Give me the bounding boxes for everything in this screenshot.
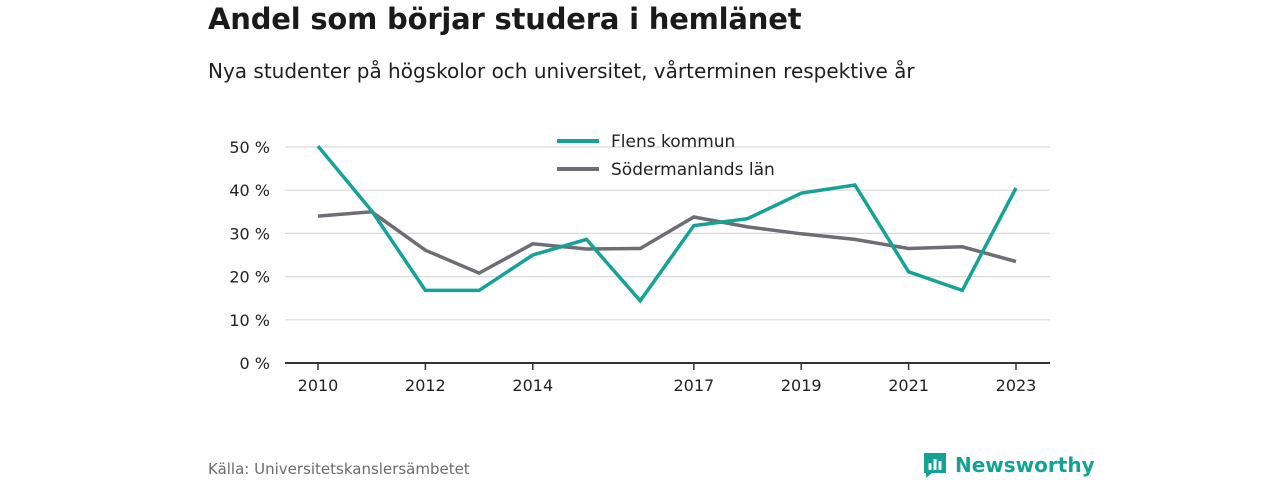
legend-label: Flens kommun <box>611 132 735 152</box>
legend-label: Södermanlands län <box>611 160 775 180</box>
x-tick-label: 2023 <box>996 376 1037 395</box>
line-chart: 0 % 10 % 20 % 30 % 40 % 50 % 2010 2012 2014 2017… <box>229 132 1050 395</box>
x-tick-label: 2012 <box>405 376 446 395</box>
newsworthy-logo-icon <box>924 453 946 478</box>
y-tick-label: 30 % <box>229 224 270 243</box>
y-tick-label: 0 % <box>240 354 270 373</box>
x-tick-label: 2010 <box>298 376 339 395</box>
brand-logo[interactable]: Newsworthy <box>922 451 1095 479</box>
chart-subtitle: Nya studenter på högskolor och universit… <box>208 59 915 83</box>
y-tick-label: 10 % <box>229 311 270 330</box>
legend: Flens kommun Södermanlands län <box>557 132 775 180</box>
source-note: Källa: Universitetskanslersämbetet <box>208 460 470 478</box>
x-tick-label: 2019 <box>781 376 822 395</box>
series-lines <box>316 144 1018 304</box>
y-tick-label: 50 % <box>229 138 270 157</box>
x-axis-ticks: 2010 2012 2014 2017 2019 2021 2023 <box>298 363 1037 395</box>
x-tick-label: 2017 <box>673 376 714 395</box>
series-line-0 <box>316 144 1018 304</box>
brand-name: Newsworthy <box>955 453 1095 477</box>
y-tick-label: 40 % <box>229 181 270 200</box>
series-line-1 <box>317 210 1017 276</box>
x-tick-label: 2021 <box>888 376 929 395</box>
y-axis-ticks: 0 % 10 % 20 % 30 % 40 % 50 % <box>229 138 270 373</box>
x-tick-label: 2014 <box>512 376 553 395</box>
chart-title: Andel som börjar studera i hemlänet <box>208 2 802 36</box>
y-tick-label: 20 % <box>229 268 270 287</box>
